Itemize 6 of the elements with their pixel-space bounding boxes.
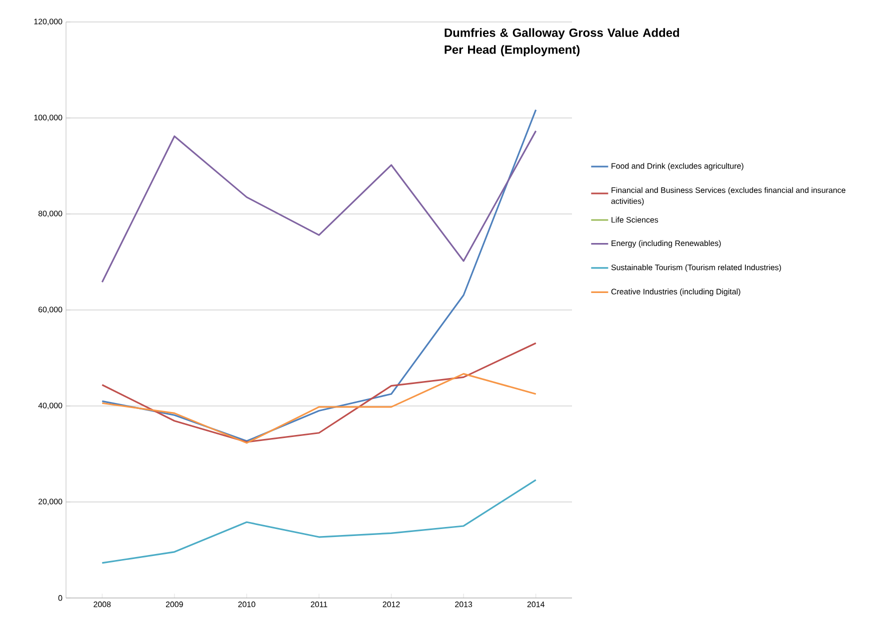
line-series [101, 342, 537, 443]
line-series [101, 130, 537, 283]
line-series [101, 479, 537, 564]
line-series [101, 373, 537, 444]
line-series [101, 109, 537, 442]
text: Dumfries & Galloway Gross Value Added Per Head (Employment) [444, 28, 680, 56]
